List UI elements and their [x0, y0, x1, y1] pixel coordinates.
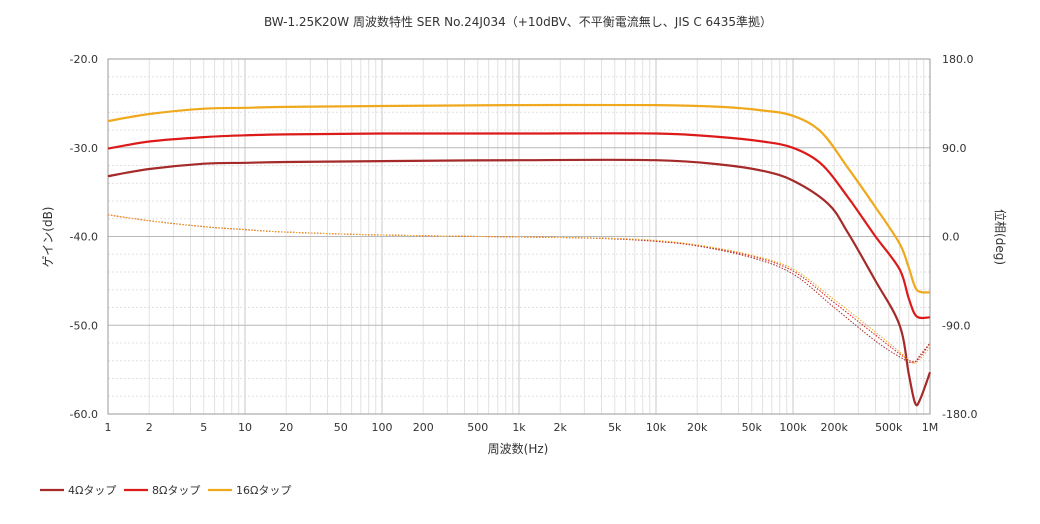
grid-layer [108, 58, 930, 415]
y-tick-label: -40.0 [70, 231, 98, 244]
y2-tick-label: 180.0 [942, 53, 974, 66]
x-tick-label: 500k [875, 421, 903, 434]
y2-tick-label: -180.0 [942, 408, 977, 421]
legend-label: 8Ωタップ [152, 484, 200, 497]
x-tick-label: 20 [279, 421, 293, 434]
x-tick-label: 50k [742, 421, 763, 434]
x-tick-label: 200 [413, 421, 434, 434]
x-tick-label: 200k [821, 421, 849, 434]
phase-series-line-3 [107, 214, 931, 364]
y2-tick-label: 90.0 [942, 142, 967, 155]
y-tick-label: -30.0 [70, 142, 98, 155]
x-tick-label: 50 [334, 421, 348, 434]
phase-series-line-4 [107, 214, 931, 363]
x-tick-label: 100 [372, 421, 393, 434]
legend-label: 16Ωタップ [236, 484, 291, 497]
gain-series-line-0 [107, 158, 932, 407]
series-layer [107, 103, 932, 407]
x-tick-label: 500 [467, 421, 488, 434]
gain-series-line-1 [107, 132, 931, 320]
legend: 4Ωタップ 8Ωタップ 16Ωタップ [40, 484, 291, 497]
tick-labels: 1 2 5 10 20 50 100 200 500 1k 2k 5k 10k 20k 50k 100k 200… [70, 53, 978, 434]
x-tick-label: 20k [687, 421, 708, 434]
x-tick-label: 10 [238, 421, 252, 434]
x-tick-label: 2k [554, 421, 568, 434]
chart-title: BW-1.25K20W 周波数特性 SER No.24J034（+10dBV、不… [264, 14, 772, 29]
y2-tick-label: -90.0 [942, 319, 970, 332]
x-tick-label: 100k [779, 421, 807, 434]
x-tick-label: 5k [608, 421, 622, 434]
y-tick-label: -50.0 [70, 319, 98, 332]
legend-label: 4Ωタップ [68, 484, 116, 497]
x-tick-label: 1M [922, 421, 939, 434]
x-tick-label: 1 [105, 421, 112, 434]
y2-tick-label: 0.0 [942, 231, 960, 244]
x-tick-label: 1k [512, 421, 526, 434]
x-tick-label: 5 [200, 421, 207, 434]
x-axis-label: 周波数(Hz) [488, 441, 549, 456]
gain-series-line-2 [107, 103, 931, 294]
y-axis-label: ゲイン(dB) [41, 207, 55, 268]
y2-axis-label: 位相(deg) [993, 209, 1008, 265]
y-tick-label: -60.0 [70, 408, 98, 421]
plot-frame [107, 58, 931, 415]
x-tick-label: 10k [646, 421, 667, 434]
x-tick-label: 2 [146, 421, 153, 434]
y-tick-label: -20.0 [70, 53, 98, 66]
